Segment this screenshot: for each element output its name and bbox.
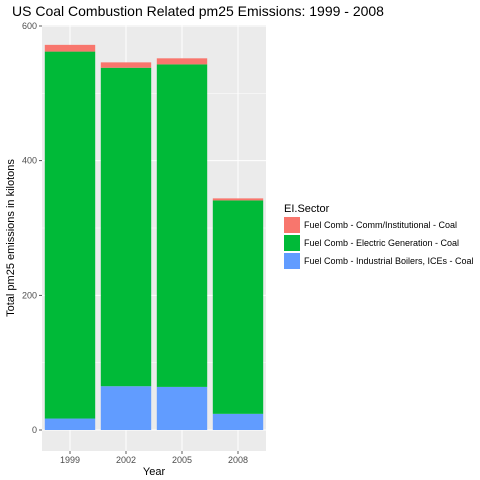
legend-label: Fuel Comb - Comm/Institutional - Coal (304, 220, 457, 230)
x-axis-title: Year (143, 466, 166, 478)
legend-title: EI.Sector (284, 203, 330, 215)
y-axis: 0 200 400 600 (22, 21, 42, 435)
y-tick-label: 200 (22, 290, 37, 300)
legend-key (284, 235, 300, 251)
y-tick-label: 0 (32, 425, 37, 435)
x-tick-label: 1999 (60, 455, 80, 465)
chart-title: US Coal Combustion Related pm25 Emission… (12, 3, 384, 19)
x-tick-label: 2008 (228, 455, 248, 465)
bar-segment (212, 200, 264, 414)
y-tick-label: 400 (22, 156, 37, 166)
y-axis-title: Total pm25 emissions in kilotons (5, 159, 17, 317)
legend-key (284, 253, 300, 269)
bar-segment (156, 64, 208, 387)
bar-segment (44, 44, 96, 52)
bar-segment (100, 386, 152, 430)
legend: EI.Sector Fuel Comb - Comm/Institutional… (284, 203, 474, 269)
y-tick-label: 600 (22, 21, 37, 31)
x-tick-label: 2005 (172, 455, 192, 465)
bar-segment (100, 67, 152, 387)
bar-segment (156, 386, 208, 430)
legend-label: Fuel Comb - Electric Generation - Coal (304, 238, 459, 248)
bar-segment (212, 198, 264, 201)
legend-label: Fuel Comb - Industrial Boilers, ICEs - C… (304, 256, 474, 266)
x-tick-label: 2002 (116, 455, 136, 465)
bar-segment (44, 51, 96, 419)
bar-segment (44, 418, 96, 430)
legend-key (284, 217, 300, 233)
bar-segment (100, 62, 152, 68)
bars (44, 44, 264, 430)
x-axis: 1999 2002 2005 2008 (60, 451, 248, 465)
bar-segment (156, 58, 208, 65)
bar-segment (212, 413, 264, 430)
